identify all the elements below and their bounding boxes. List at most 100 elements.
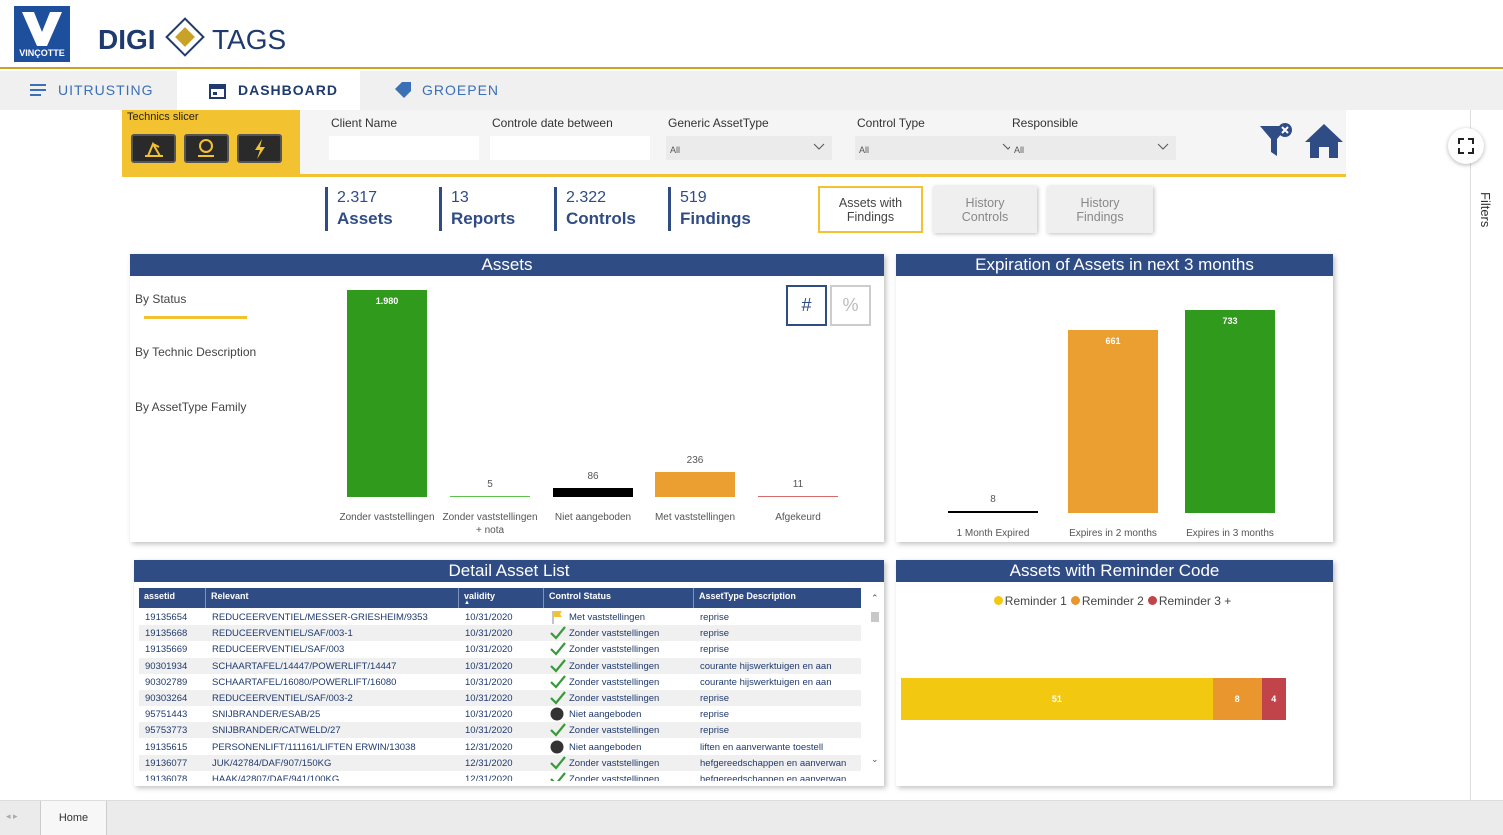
view-button[interactable]: History Findings xyxy=(1047,186,1153,233)
tab-icon xyxy=(209,84,226,99)
table-row[interactable]: 90301934 SCHAARTAFEL/14447/POWERLIFT/1444… xyxy=(139,657,861,674)
table-cell: reprise xyxy=(700,725,730,737)
bar xyxy=(758,495,838,497)
legend-item[interactable]: Reminder 3 + xyxy=(1147,594,1231,608)
x-tick-label: 1 Month Expired xyxy=(956,528,1030,539)
toggle-button[interactable]: % xyxy=(830,285,871,326)
legend-swatch xyxy=(993,596,1003,605)
table-cell: 19135669 xyxy=(145,644,188,656)
kpi-card xyxy=(439,187,539,231)
table-row[interactable]: 95751443 SNIJBRANDER/ESAB/25 10/31/2020 Nie… xyxy=(139,706,861,723)
tab-icon xyxy=(395,82,411,98)
table-row[interactable]: 19135669 REDUCEERVENTIEL/SAF/003 10/31/202… xyxy=(139,641,861,658)
column-header[interactable]: validity xyxy=(464,591,496,601)
active-tab-bg xyxy=(177,71,360,110)
panel-title: Expiration of Assets in next 3 months xyxy=(896,254,1333,276)
table-cell: SNIJBRANDER/ESAB/25 xyxy=(212,709,321,721)
option-underline xyxy=(144,316,247,319)
focus-button[interactable] xyxy=(1448,128,1484,164)
legend-text: Reminder 1 xyxy=(1004,594,1067,608)
table-cell: Zonder vaststellingen xyxy=(569,660,660,672)
table-cell: SNIJBRANDER/CATWELD/27 xyxy=(212,725,341,737)
x-tick-label: Met vaststellingen xyxy=(654,512,736,523)
pane-border xyxy=(1470,110,1471,800)
table-cell: 12/31/2020 xyxy=(465,774,513,781)
table-cell: 10/31/2020 xyxy=(465,709,513,721)
table-cell: 12/31/2020 xyxy=(465,757,513,769)
column-header[interactable]: AssetType Description xyxy=(699,591,796,601)
kpi-value: 519 xyxy=(680,189,707,206)
table-cell: reprise xyxy=(700,693,730,704)
page-tab[interactable]: Home xyxy=(40,801,107,835)
page-nav[interactable]: ◂ ▸ xyxy=(6,811,18,821)
filter-icons[interactable] xyxy=(1258,120,1348,162)
bar-segment: 4 xyxy=(1261,678,1286,720)
table-cell: 12/31/2020 xyxy=(465,741,513,753)
table-row[interactable]: 19136078 HAAK/42807/DAF/941/100KG 12/31/20… xyxy=(139,771,861,781)
table-row[interactable]: 90302789 SCHAARTAFEL/16080/POWERLIFT/1608… xyxy=(139,673,861,690)
status-icon xyxy=(550,707,564,726)
legend-swatch xyxy=(1147,596,1157,605)
table-row[interactable]: 95753773 SNIJBRANDER/CATWELD/27 10/31/2020… xyxy=(139,722,861,739)
brand-logo: VINÇOTTE xyxy=(14,6,70,62)
scroll-thumb[interactable] xyxy=(871,612,879,622)
table-row[interactable]: 19135654 REDUCEERVENTIEL/MESSER-GRIESHEIM… xyxy=(139,609,861,625)
filter-input[interactable] xyxy=(1010,136,1176,160)
table-cell: Zonder vaststellingen xyxy=(569,774,660,781)
chart-option[interactable]: By AssetType Family xyxy=(135,400,247,414)
filter-label: Control Type xyxy=(857,116,925,130)
filter-input[interactable] xyxy=(329,136,479,160)
page-tab-bar xyxy=(0,800,1503,835)
view-button[interactable]: Assets with Findings xyxy=(818,186,923,233)
chart-option[interactable]: By Status xyxy=(135,292,187,306)
slicer-title: Technics slicer xyxy=(127,111,199,123)
bar xyxy=(948,510,1038,513)
status-icon xyxy=(550,610,564,629)
slicer-button[interactable] xyxy=(237,134,282,163)
chart-option[interactable]: By Technic Description xyxy=(135,345,257,359)
filter-input[interactable] xyxy=(855,136,1021,160)
table-cell: courante hijswerktuigen en aan xyxy=(700,676,832,688)
column-header[interactable]: assetid xyxy=(144,591,176,601)
table-row[interactable]: 19136077 JUK/42784/DAF/907/150KG 12/31/202… xyxy=(139,754,861,771)
data-label: 86 xyxy=(587,471,599,482)
column-header[interactable]: Relevant xyxy=(211,591,249,601)
table-cell: SCHAARTAFEL/16080/POWERLIFT/16080 xyxy=(212,676,397,688)
table-cell: 19135615 xyxy=(145,741,188,753)
legend-item[interactable]: Reminder 1 xyxy=(993,594,1067,608)
legend-item[interactable]: Reminder 2 xyxy=(1070,594,1144,608)
logo-v xyxy=(22,12,62,46)
table-row[interactable]: 19135668 REDUCEERVENTIEL/SAF/003-1 10/31/2… xyxy=(139,625,861,642)
status-icon xyxy=(550,691,566,710)
table-row[interactable]: 19135615 PERSONENLIFT/111161/LIFTEN ERWIN… xyxy=(139,738,861,755)
tab[interactable]: GROEPEN xyxy=(422,82,500,98)
header xyxy=(0,0,1503,69)
legend-text: Reminder 2 xyxy=(1081,594,1144,608)
tab[interactable]: UITRUSTING xyxy=(58,82,154,98)
filter-input[interactable] xyxy=(666,136,832,160)
data-label: 8 xyxy=(990,493,996,505)
scroll-down[interactable]: ⌄ xyxy=(871,754,879,764)
table-cell: liften en aanverwante toestell xyxy=(700,741,824,753)
bar-segment: 8 xyxy=(1212,678,1262,720)
toggle-button[interactable]: # xyxy=(786,285,827,326)
table-cell: SCHAARTAFEL/14447/POWERLIFT/14447 xyxy=(212,660,397,672)
table-cell: REDUCEERVENTIEL/SAF/003-1 xyxy=(212,628,353,640)
kpi-label: Assets xyxy=(337,209,393,228)
filters-pane-label[interactable]: Filters xyxy=(1478,192,1493,228)
view-button[interactable]: History Controls xyxy=(933,186,1037,233)
tab[interactable]: DASHBOARD xyxy=(238,82,338,98)
status-icon xyxy=(550,626,566,645)
table-cell: 90303264 xyxy=(145,693,188,704)
table-cell: Niet aangeboden xyxy=(569,709,642,721)
bar xyxy=(1068,329,1158,513)
filter-label: Client Name xyxy=(331,116,398,130)
scroll-up[interactable]: ⌃ xyxy=(871,593,879,603)
filter-input[interactable] xyxy=(490,136,650,160)
slicer-button[interactable] xyxy=(131,134,176,163)
table-row[interactable]: 90303264 REDUCEERVENTIEL/SAF/003-2 10/31/2… xyxy=(139,690,861,706)
column-header[interactable]: Control Status xyxy=(549,591,611,601)
slicer-button[interactable] xyxy=(184,134,229,163)
data-label: 236 xyxy=(686,455,704,467)
